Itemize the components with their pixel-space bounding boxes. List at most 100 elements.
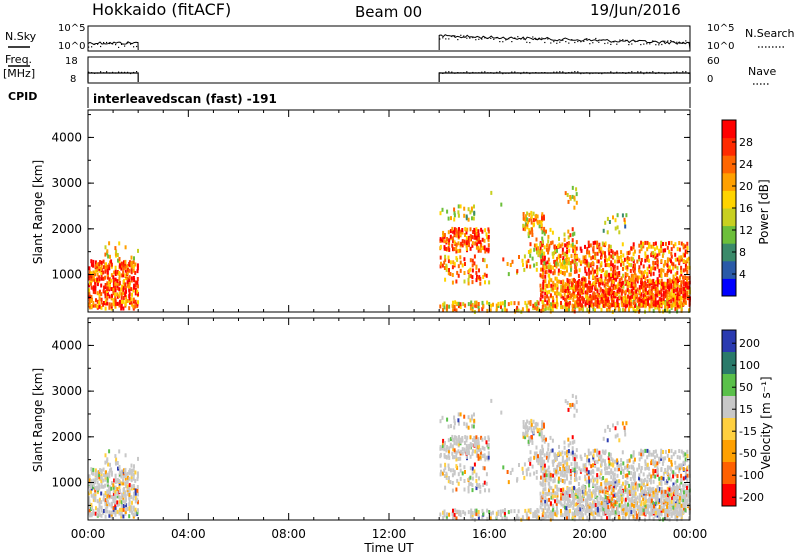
velocity-echo [108,485,111,490]
power-echo [630,281,633,286]
velocity-echo [674,496,677,501]
power-echo [670,247,673,252]
power-echo [610,272,613,277]
velocity-colorbar-swatch [722,352,736,375]
nave-point [490,72,492,74]
power-echo [94,264,97,269]
nave-point [118,71,120,73]
nave-point [511,71,513,73]
nave-point [613,72,615,74]
velocity-echo [96,485,99,490]
velocity-echo [453,415,456,420]
velocity-echo [613,498,616,503]
noise-search-point [637,40,639,42]
power-echo [678,303,681,308]
power-echo [467,277,470,282]
power-echo [467,207,470,212]
velocity-echo [479,448,482,453]
velocity-echo [489,516,492,521]
velocity-echo [544,478,547,483]
nave-point [130,72,132,75]
power-echo [527,250,530,254]
power-echo [640,273,643,278]
velocity-echo [131,510,133,515]
velocity-echo [632,504,635,508]
power-echo [621,300,624,305]
power-echo [582,255,585,260]
power-echo [463,279,466,284]
power-echo [612,296,615,301]
velocity-echo [546,502,549,507]
velocity-echo [541,482,544,487]
power-echo [527,308,530,313]
power-echo [618,230,621,235]
velocity-echo [535,421,538,426]
power-echo [606,283,609,288]
noise-search-point [97,43,99,45]
velocity-echo [543,463,546,468]
velocity-echo [608,480,610,485]
power-echo [459,305,462,309]
velocity-echo [599,496,602,501]
power-echo [525,303,528,308]
velocity-echo [541,462,544,467]
power-echo [527,300,530,305]
velocity-echo [540,434,543,439]
velocity-echo [124,490,127,495]
velocity-echo [666,509,669,514]
velocity-echo [572,506,575,510]
velocity-echo [106,489,109,494]
power-ytick-label: 2000 [51,222,82,236]
power-echo [120,295,123,300]
power-echo [467,302,470,307]
power-echo [659,300,662,305]
velocity-echo [547,473,550,477]
velocity-echo [465,454,468,459]
power-echo [656,292,659,297]
power-echo [592,302,595,307]
velocity-echo [633,490,636,495]
velocity-echo [522,431,525,436]
velocity-colorbar-tick-label: -15 [739,425,757,438]
velocity-echo [561,470,564,475]
power-echo [137,291,139,296]
velocity-echo [566,503,569,508]
power-echo [588,271,591,276]
power-echo [620,276,623,281]
velocity-echo [573,485,576,490]
power-echo [540,267,542,272]
nave-point [574,71,576,73]
velocity-echo [654,513,657,518]
velocity-echo [90,467,93,472]
velocity-echo [444,462,447,467]
velocity-echo [559,500,562,505]
power-echo [676,270,679,275]
velocity-echo [584,452,586,457]
nave-label: Nave [748,65,776,78]
velocity-echo [652,471,655,476]
power-echo [108,279,111,284]
velocity-echo [544,491,547,496]
power-echo [539,273,542,278]
velocity-echo [575,454,578,459]
velocity-echo [544,469,547,474]
velocity-echo [674,472,677,477]
power-echo [672,293,675,297]
velocity-echo [648,486,651,491]
velocity-echo [532,426,535,430]
nave-point [109,72,111,74]
velocity-echo [577,510,580,515]
power-echo [106,268,109,273]
velocity-echo [564,497,567,501]
velocity-echo [635,500,638,505]
velocity-echo [471,516,474,521]
velocity-echo [658,487,661,492]
velocity-echo [626,475,629,480]
velocity-echo [554,456,556,460]
noise-search-point [109,42,111,45]
power-echo [543,265,546,270]
power-echo [572,286,574,291]
power-echo [556,285,559,290]
velocity-echo [528,436,531,441]
noise-search-point [592,42,594,44]
